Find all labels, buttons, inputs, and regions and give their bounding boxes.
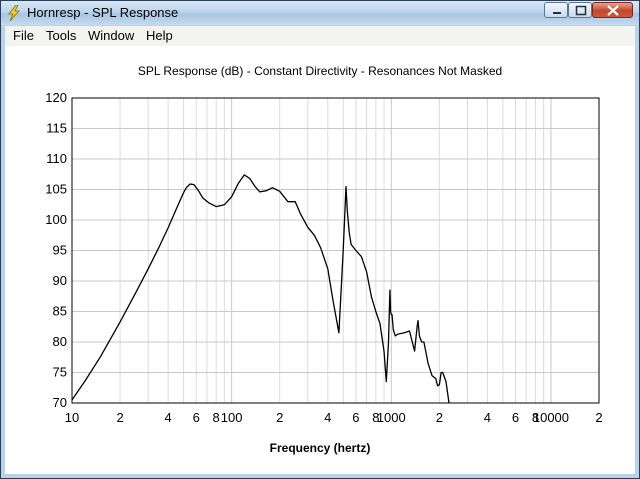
title-bar[interactable]: Hornresp - SPL Response bbox=[1, 1, 639, 25]
x-tick-label: 4 bbox=[164, 410, 171, 425]
x-tick-label: 4 bbox=[484, 410, 491, 425]
x-tick-label: 10000 bbox=[533, 410, 569, 425]
y-tick-label: 75 bbox=[53, 365, 67, 380]
x-tick-label: 10 bbox=[65, 410, 79, 425]
x-tick-label: 2 bbox=[276, 410, 283, 425]
x-tick-label: 1000 bbox=[377, 410, 406, 425]
x-tick-label: 2 bbox=[595, 410, 602, 425]
y-tick-label: 95 bbox=[53, 243, 67, 258]
minimize-button[interactable] bbox=[544, 2, 568, 18]
minimize-icon bbox=[553, 12, 561, 14]
x-tick-label: 4 bbox=[324, 410, 331, 425]
spl-response-line bbox=[71, 174, 450, 404]
maximize-button[interactable] bbox=[568, 2, 592, 18]
menu-bar: File Tools Window Help bbox=[5, 26, 635, 46]
y-tick-label: 120 bbox=[45, 90, 67, 105]
x-tick-label: 100 bbox=[221, 410, 243, 425]
plot-frame bbox=[71, 97, 600, 404]
menu-help[interactable]: Help bbox=[146, 28, 173, 43]
y-tick-label: 85 bbox=[53, 304, 67, 319]
y-tick-label: 110 bbox=[46, 151, 67, 166]
menu-file[interactable]: File bbox=[13, 28, 34, 43]
close-icon bbox=[607, 5, 619, 16]
chart-area: SPL Response (dB) - Constant Directivity… bbox=[5, 46, 635, 474]
menu-tools[interactable]: Tools bbox=[46, 28, 77, 43]
x-tick-label: 8 bbox=[213, 410, 220, 425]
x-axis-label: Frequency (hertz) bbox=[269, 441, 371, 455]
y-tick-label: 80 bbox=[53, 334, 67, 349]
y-tick-label: 105 bbox=[45, 182, 67, 197]
x-tick-label: 2 bbox=[436, 410, 443, 425]
y-tick-label: 70 bbox=[53, 395, 67, 410]
x-tick-label: 2 bbox=[116, 410, 123, 425]
y-tick-label: 100 bbox=[45, 212, 67, 227]
x-tick-label: 6 bbox=[512, 410, 519, 425]
chart-title: SPL Response (dB) - Constant Directivity… bbox=[137, 64, 503, 78]
x-tick-label: 6 bbox=[352, 410, 359, 425]
lightning-bolt-icon bbox=[7, 4, 21, 22]
x-tick-label: 8 bbox=[372, 410, 379, 425]
y-tick-label: 115 bbox=[46, 121, 67, 136]
y-tick-label: 90 bbox=[53, 273, 67, 288]
x-tick-label: 8 bbox=[532, 410, 539, 425]
menu-window[interactable]: Window bbox=[88, 28, 135, 43]
x-tick-label: 6 bbox=[193, 410, 200, 425]
window-title: Hornresp - SPL Response bbox=[27, 5, 179, 20]
maximize-icon bbox=[575, 5, 587, 16]
close-button[interactable] bbox=[592, 2, 633, 18]
